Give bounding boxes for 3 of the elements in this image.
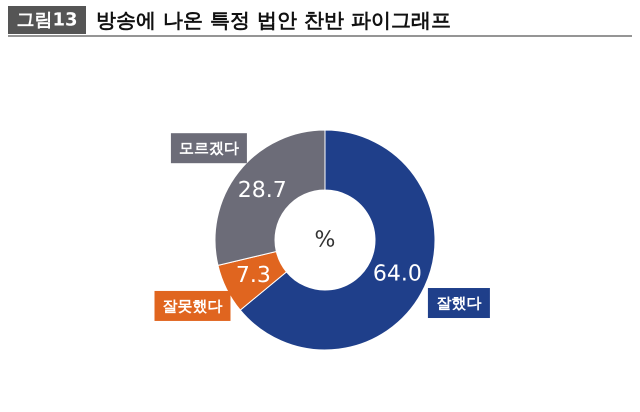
center-note: %: [314, 228, 336, 252]
figure-label: 그림13: [16, 10, 78, 30]
title: 방송에 나온 특정 법안 찬반 파이그래프: [96, 8, 451, 32]
